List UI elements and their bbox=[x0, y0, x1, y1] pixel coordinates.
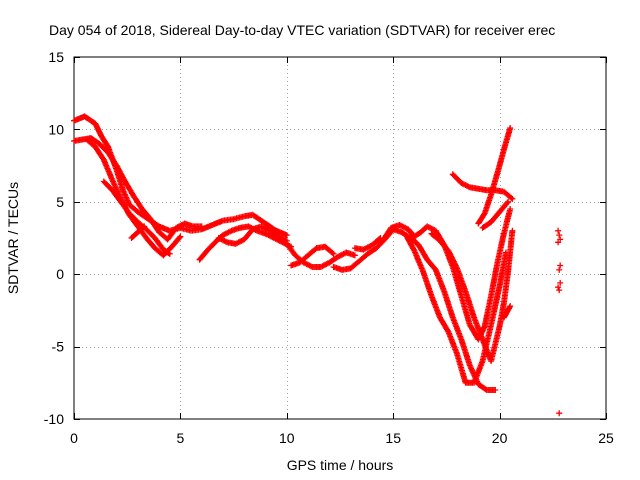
series-track-13 bbox=[403, 232, 509, 386]
data-point-markers bbox=[215, 223, 290, 247]
series-track-6 bbox=[196, 223, 295, 263]
data-point-markers bbox=[379, 206, 514, 343]
series-track-9 bbox=[288, 243, 337, 269]
data-point-markers bbox=[283, 240, 358, 270]
y-tick-label: 0 bbox=[56, 266, 64, 282]
plot-frame bbox=[73, 56, 607, 420]
x-tick-label: 15 bbox=[385, 430, 401, 446]
y-tick-label: 15 bbox=[48, 49, 64, 65]
data-point-markers bbox=[71, 135, 205, 243]
x-tick-label: 5 bbox=[177, 430, 185, 446]
series-track-16 bbox=[449, 171, 516, 202]
data-point-markers bbox=[407, 233, 499, 393]
series-track-15 bbox=[428, 227, 516, 365]
data-points bbox=[71, 113, 564, 417]
series-track-11 bbox=[351, 235, 384, 253]
data-point-markers bbox=[500, 303, 514, 321]
data-point-markers bbox=[555, 227, 564, 417]
data-point-markers bbox=[288, 243, 337, 269]
data-point-markers bbox=[351, 235, 384, 253]
series-track-5 bbox=[128, 223, 148, 241]
x-axis-label: GPS time / hours bbox=[287, 457, 394, 473]
series-track-1 bbox=[71, 113, 290, 239]
data-point-markers bbox=[449, 171, 516, 202]
x-tick-label: 0 bbox=[70, 430, 78, 446]
data-point-markers bbox=[475, 125, 514, 227]
data-point-markers bbox=[100, 178, 173, 257]
y-tick-label: -10 bbox=[44, 411, 64, 427]
data-point-markers bbox=[71, 113, 290, 239]
series-track-19 bbox=[500, 303, 514, 321]
series-track-10 bbox=[330, 226, 422, 273]
data-point-markers bbox=[479, 198, 512, 231]
data-point-markers bbox=[330, 226, 422, 273]
y-tick-label: 5 bbox=[56, 194, 64, 210]
data-point-markers bbox=[196, 223, 295, 263]
series-track-2 bbox=[71, 135, 205, 243]
series-track-14 bbox=[407, 233, 499, 393]
data-point-markers bbox=[128, 223, 148, 241]
x-tick-label: 25 bbox=[598, 430, 614, 446]
data-point-markers bbox=[428, 227, 516, 365]
series-track-8 bbox=[283, 240, 358, 270]
x-tick-label: 20 bbox=[492, 430, 508, 446]
x-tick-label: 10 bbox=[279, 430, 295, 446]
y-tick-label: 10 bbox=[48, 121, 64, 137]
series-track-20 bbox=[555, 227, 564, 417]
series-track-12 bbox=[379, 206, 514, 343]
y-axis-label: SDTVAR / TECUs bbox=[5, 182, 21, 294]
data-point-markers bbox=[403, 232, 509, 386]
chart-title: Day 054 of 2018, Sidereal Day-to-day VTE… bbox=[49, 22, 555, 38]
series-track-18 bbox=[479, 198, 512, 231]
series-track-17 bbox=[475, 125, 514, 227]
y-tick-label: -5 bbox=[52, 339, 65, 355]
series-track-7 bbox=[215, 223, 290, 247]
x-tick-labels: 0 5 10 15 20 25 bbox=[70, 430, 614, 446]
series-track-4 bbox=[100, 178, 173, 257]
y-tick-labels: -10 -5 0 5 10 15 bbox=[44, 49, 64, 427]
